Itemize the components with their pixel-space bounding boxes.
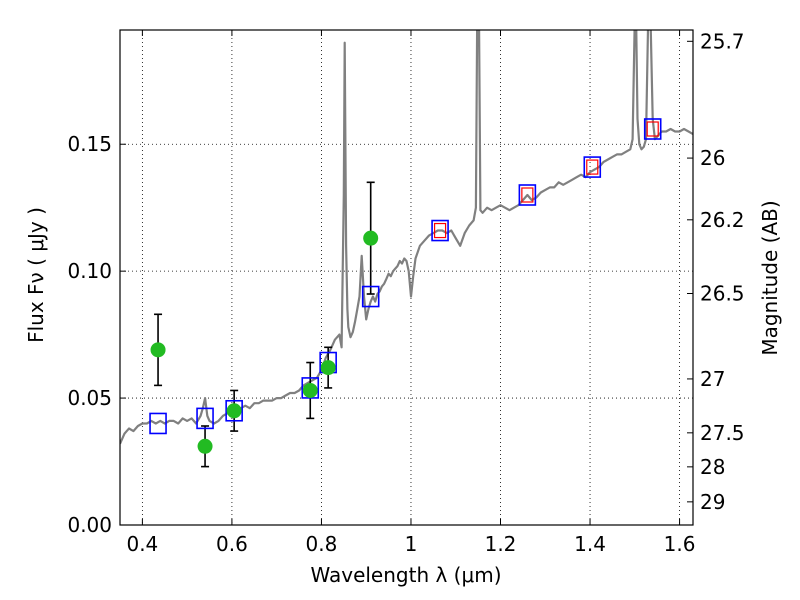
right-axis-label: Magnitude (AB) xyxy=(758,200,782,355)
errorbar-layer xyxy=(154,181,375,468)
observed-point xyxy=(363,230,379,246)
x-tick-label: 1.4 xyxy=(574,532,606,556)
observed-point xyxy=(302,382,318,398)
model-point xyxy=(431,219,449,242)
spectrum-layer xyxy=(120,30,693,445)
model-point xyxy=(583,156,602,178)
grid xyxy=(120,30,693,525)
x-tick-label: 1 xyxy=(405,532,418,556)
right-tick-label: 27.5 xyxy=(700,421,745,445)
y-tick-label: 0.00 xyxy=(67,513,112,537)
spectrum-line xyxy=(120,30,693,445)
right-tick-label: 28 xyxy=(700,455,725,479)
right-tick-label: 27 xyxy=(700,367,725,391)
x-tick-label: 1.2 xyxy=(485,532,517,556)
nir-point xyxy=(646,121,659,137)
model-point xyxy=(643,118,662,140)
right-tick-label: 25.7 xyxy=(700,29,745,53)
x-tick-label: 0.8 xyxy=(306,532,338,556)
x-tick-label: 1.6 xyxy=(664,532,696,556)
model-point xyxy=(225,399,243,422)
y-tick-label: 0.05 xyxy=(67,386,112,410)
right-tick-label: 29 xyxy=(700,490,725,514)
observed-point xyxy=(226,403,242,419)
tick-layer: 0.4 0.6 0.8 1 1.2 1.4 1.6 0.00 0.05 0.10 0.15 25.7 2… xyxy=(67,29,744,556)
x-tick-label: 0.4 xyxy=(126,532,158,556)
nir-point xyxy=(521,187,534,203)
model-point xyxy=(518,184,537,206)
marker-layer xyxy=(149,118,662,454)
x-tick-label: 0.6 xyxy=(216,532,248,556)
observed-point xyxy=(197,438,213,454)
y-axis-label: Flux Fν ( μJy ) xyxy=(24,207,48,343)
model-point xyxy=(149,412,167,435)
x-axis-label: Wavelength λ (μm) xyxy=(310,563,501,587)
y-tick-label: 0.15 xyxy=(67,132,112,156)
observed-point xyxy=(320,360,336,376)
right-tick-label: 26.2 xyxy=(700,208,745,232)
right-tick-label: 26.5 xyxy=(700,281,745,305)
plot-frame xyxy=(119,29,694,526)
y-tick-label: 0.10 xyxy=(67,259,112,283)
nir-point xyxy=(433,222,447,239)
right-tick-label: 26 xyxy=(700,146,725,170)
model-point xyxy=(361,285,380,308)
observed-point xyxy=(150,342,166,358)
nir-point xyxy=(586,159,599,175)
model-point xyxy=(196,407,214,430)
